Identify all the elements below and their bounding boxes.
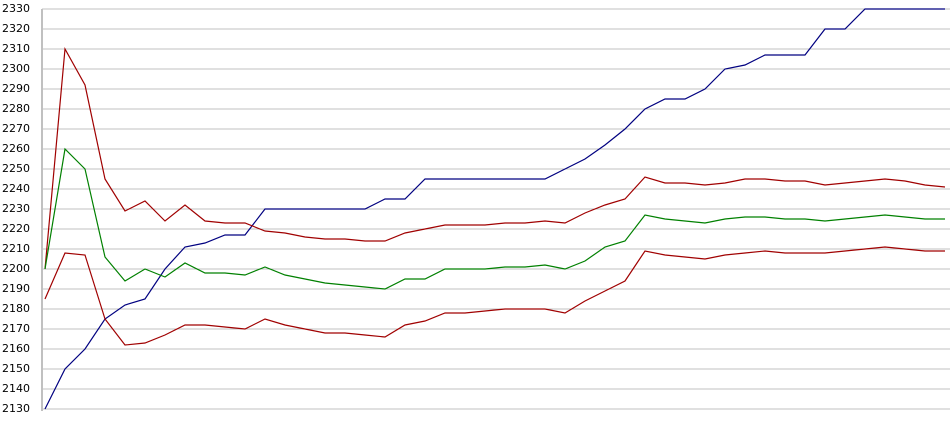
y-tick-label: 2180	[2, 302, 30, 315]
y-tick-label: 2140	[2, 382, 30, 395]
y-tick-label: 2260	[2, 142, 30, 155]
y-tick-label: 2300	[2, 62, 30, 75]
y-tick-label: 2200	[2, 262, 30, 275]
y-tick-label: 2190	[2, 282, 30, 295]
series-line	[44, 246, 945, 346]
y-tick-label: 2250	[2, 162, 30, 175]
y-tick-label: 2310	[2, 42, 30, 55]
y-tick-label: 2320	[2, 22, 30, 35]
y-tick-label: 2170	[2, 322, 30, 335]
series-line	[44, 47, 946, 270]
y-tick-label: 2160	[2, 342, 30, 355]
y-tick-label: 2270	[2, 122, 30, 135]
y-tick-label: 2290	[2, 82, 30, 95]
y-tick-label: 2210	[2, 242, 30, 255]
series-line	[44, 8, 945, 410]
y-tick-label: 2130	[2, 402, 30, 415]
y-tick-label: 2220	[2, 222, 30, 235]
y-tick-label: 2230	[2, 202, 30, 215]
y-tick-label: 2330	[2, 2, 30, 15]
y-tick-label: 2280	[2, 102, 30, 115]
y-tick-label: 2150	[2, 362, 30, 375]
series-line	[44, 147, 945, 290]
y-tick-label: 2240	[2, 182, 30, 195]
